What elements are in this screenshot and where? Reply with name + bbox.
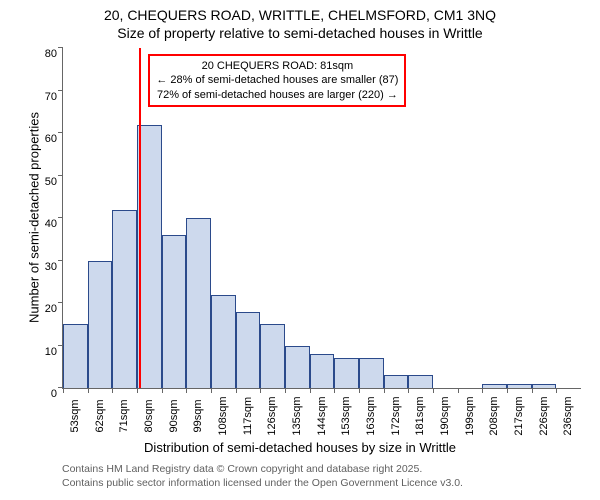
y-tick-mark (58, 302, 63, 303)
x-tick-mark (137, 388, 138, 393)
histogram-bar (112, 210, 137, 389)
x-tick-label: 163sqm (359, 396, 377, 435)
x-tick-label: 181sqm (408, 396, 426, 435)
y-tick-mark (58, 175, 63, 176)
x-tick-mark (408, 388, 409, 393)
histogram-bar (236, 312, 261, 389)
x-tick-label: 117sqm (236, 397, 254, 435)
credit-line2: Contains public sector information licen… (62, 477, 463, 489)
x-tick-mark (433, 388, 434, 393)
y-tick-label: 40 (45, 218, 63, 230)
chart-container: 20, CHEQUERS ROAD, WRITTLE, CHELMSFORD, … (0, 0, 600, 500)
x-tick-mark (63, 388, 64, 393)
x-tick-label: 153sqm (334, 396, 352, 435)
histogram-bar (63, 324, 88, 388)
y-tick-mark (58, 132, 63, 133)
histogram-bar (507, 384, 532, 388)
histogram-bar (211, 295, 236, 389)
x-tick-label: 62sqm (88, 399, 106, 432)
histogram-bar (384, 375, 409, 388)
y-tick-label: 0 (51, 388, 63, 400)
x-tick-mark (556, 388, 557, 393)
x-tick-label: 71sqm (112, 399, 130, 432)
y-tick-label: 50 (45, 176, 63, 188)
x-tick-mark (186, 388, 187, 393)
x-tick-mark (507, 388, 508, 393)
y-tick-label: 70 (45, 91, 63, 103)
histogram-bar (88, 261, 113, 389)
y-axis-label: Number of semi-detached properties (27, 88, 42, 348)
histogram-bar (285, 346, 310, 389)
y-tick-label: 10 (45, 346, 63, 358)
x-tick-label: 108sqm (211, 396, 229, 435)
y-tick-label: 30 (45, 261, 63, 273)
x-tick-mark (88, 388, 89, 393)
chart-title-line2: Size of property relative to semi-detach… (0, 24, 600, 42)
histogram-bar (334, 358, 359, 388)
annotation-line2: ← 28% of semi-detached houses are smalle… (156, 74, 398, 86)
y-tick-mark (58, 47, 63, 48)
x-tick-label: 226sqm (532, 396, 550, 435)
x-tick-mark (285, 388, 286, 393)
histogram-bar (359, 358, 384, 388)
histogram-bar (408, 375, 433, 388)
x-tick-label: 172sqm (384, 396, 402, 435)
x-tick-label: 135sqm (285, 396, 303, 435)
x-tick-label: 217sqm (507, 396, 525, 435)
x-tick-label: 208sqm (482, 396, 500, 435)
histogram-bar (260, 324, 285, 388)
y-tick-mark (58, 90, 63, 91)
x-tick-mark (359, 388, 360, 393)
x-tick-label: 99sqm (186, 399, 204, 432)
x-tick-mark (458, 388, 459, 393)
x-tick-mark (310, 388, 311, 393)
histogram-bar (482, 384, 507, 388)
x-tick-mark (384, 388, 385, 393)
x-tick-mark (211, 388, 212, 393)
x-tick-label: 126sqm (260, 396, 278, 435)
x-axis-label: Distribution of semi-detached houses by … (0, 440, 600, 455)
x-tick-label: 53sqm (63, 399, 81, 432)
chart-title-line1: 20, CHEQUERS ROAD, WRITTLE, CHELMSFORD, … (0, 0, 600, 24)
x-tick-mark (532, 388, 533, 393)
x-tick-label: 190sqm (433, 396, 451, 435)
x-tick-label: 90sqm (162, 399, 180, 432)
histogram-bar (532, 384, 557, 388)
credit-line1: Contains HM Land Registry data © Crown c… (62, 463, 422, 475)
annotation-line1: 20 CHEQUERS ROAD: 81sqm (202, 60, 354, 72)
y-tick-label: 60 (45, 133, 63, 145)
x-tick-mark (162, 388, 163, 393)
plot-area: 0102030405060708053sqm62sqm71sqm80sqm90s… (62, 48, 581, 389)
x-tick-label: 80sqm (137, 399, 155, 432)
x-tick-label: 236sqm (556, 396, 574, 435)
property-marker-line (139, 48, 141, 388)
credit-text: Contains HM Land Registry data © Crown c… (62, 463, 463, 490)
x-tick-mark (260, 388, 261, 393)
x-tick-mark (112, 388, 113, 393)
histogram-bar (162, 235, 187, 388)
annotation-line3: 72% of semi-detached houses are larger (… (157, 89, 398, 101)
y-tick-label: 20 (45, 303, 63, 315)
y-tick-mark (58, 260, 63, 261)
x-tick-mark (482, 388, 483, 393)
annotation-box: 20 CHEQUERS ROAD: 81sqm ← 28% of semi-det… (148, 54, 406, 107)
histogram-bar (310, 354, 335, 388)
x-tick-mark (236, 388, 237, 393)
y-tick-mark (58, 217, 63, 218)
x-tick-label: 199sqm (458, 396, 476, 435)
x-tick-mark (334, 388, 335, 393)
y-tick-label: 80 (45, 48, 63, 60)
histogram-bar (186, 218, 211, 388)
x-tick-label: 144sqm (310, 396, 328, 435)
